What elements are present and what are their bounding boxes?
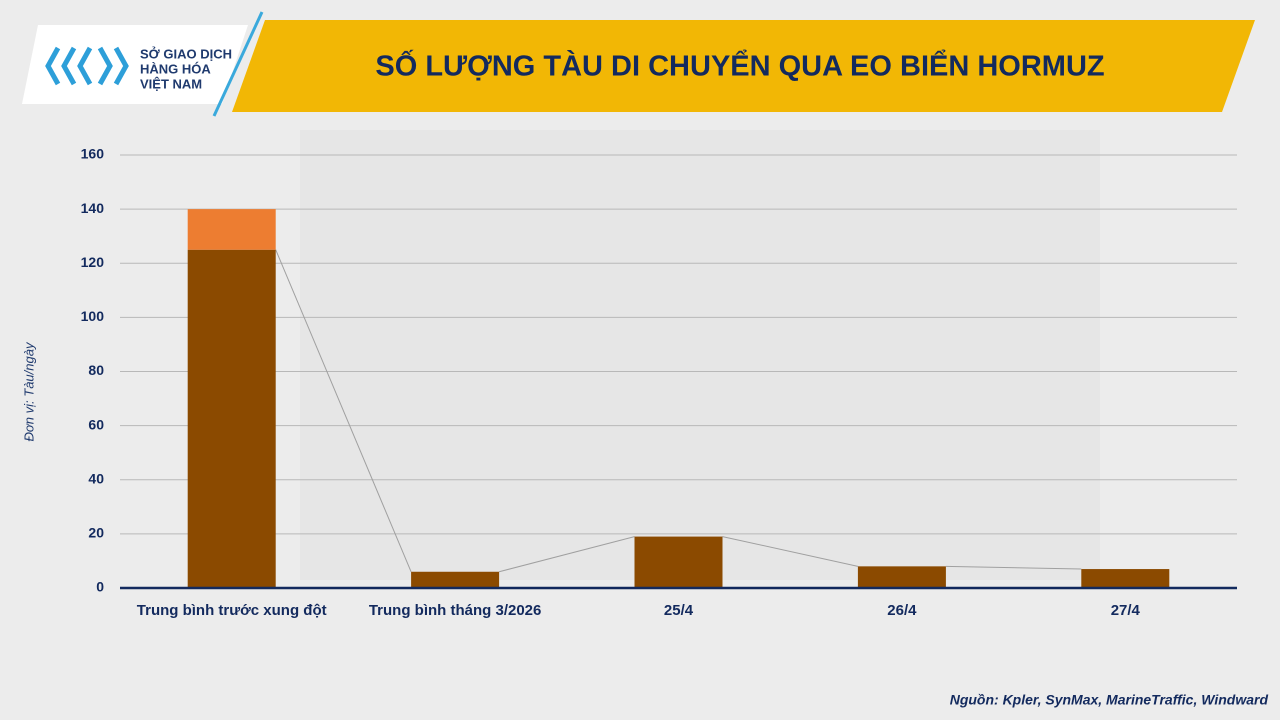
chart-title: SỐ LƯỢNG TÀU DI CHUYỂN QUA EO BIỂN HORMU…: [375, 49, 1104, 83]
logo-mark: [45, 46, 129, 86]
bar: [634, 536, 723, 588]
title-banner: [232, 20, 1255, 112]
y-tick-label: 40: [88, 470, 104, 486]
logo-text: HÀNG HÓA: [140, 61, 211, 76]
x-tick-label: 25/4: [664, 602, 694, 619]
x-tick-label: 26/4: [887, 602, 917, 619]
y-tick-label: 100: [81, 308, 105, 324]
connector-line: [722, 536, 859, 567]
y-tick-label: 140: [81, 200, 105, 216]
connector-line: [275, 249, 412, 572]
logo-accent: [212, 11, 264, 117]
bar: [1081, 569, 1170, 588]
logo-panel: [22, 25, 248, 104]
y-tick-label: 80: [88, 362, 104, 378]
map-backdrop: [300, 130, 1100, 580]
bar: [187, 209, 276, 250]
bar: [411, 571, 500, 588]
bar: [187, 249, 276, 588]
y-tick-label: 60: [88, 416, 104, 432]
y-tick-label: 120: [81, 254, 105, 270]
x-tick-label: 27/4: [1111, 602, 1141, 619]
y-tick-label: 20: [88, 525, 104, 541]
y-axis-label: Đơn vị: Tàu/ngày: [21, 341, 36, 441]
y-tick-label: 0: [96, 579, 104, 595]
bar: [857, 566, 946, 588]
logo-text: VIỆT NAM: [140, 76, 202, 91]
x-tick-label: Trung bình tháng 3/2026: [369, 602, 542, 619]
source-note: Nguồn: Kpler, SynMax, MarineTraffic, Win…: [950, 692, 1269, 708]
x-tick-label: Trung bình trước xung đột: [137, 602, 327, 619]
connector-line: [945, 565, 1082, 570]
connector-line: [498, 536, 635, 573]
y-tick-label: 160: [81, 146, 105, 162]
logo-text: SỞ GIAO DỊCH: [140, 46, 232, 61]
